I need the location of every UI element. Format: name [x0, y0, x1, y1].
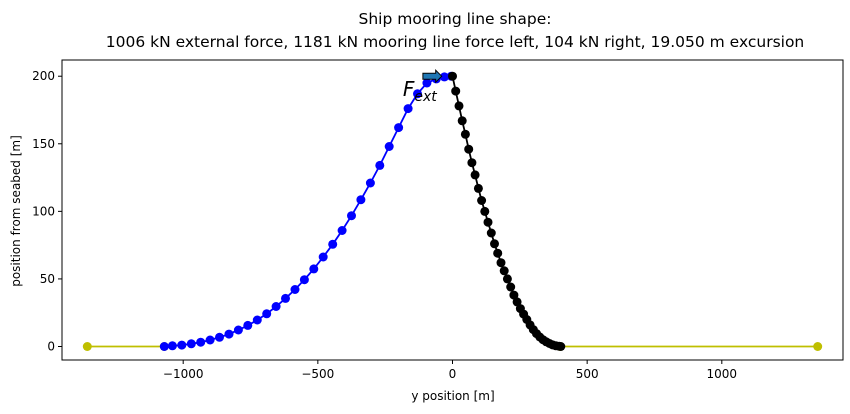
data-point [473, 183, 483, 193]
y-tick-label: 0 [47, 339, 55, 353]
data-point [252, 315, 262, 325]
data-point [281, 293, 290, 303]
y-tick-label: 50 [40, 272, 55, 286]
plot-area [82, 71, 823, 351]
data-point [477, 196, 487, 205]
data-point [512, 297, 522, 307]
data-point [502, 274, 512, 284]
data-point [460, 129, 470, 139]
data-point [262, 309, 272, 319]
data-point [413, 89, 422, 99]
data-point [196, 337, 206, 347]
data-point [177, 340, 187, 350]
data-point [467, 158, 477, 168]
data-point [394, 123, 404, 133]
x-tick-label: 1000 [707, 367, 738, 381]
data-point [375, 160, 385, 170]
data-point [205, 335, 215, 345]
data-point [480, 206, 490, 216]
data-point [356, 195, 366, 205]
x-tick-label: 500 [576, 367, 599, 381]
data-point [337, 226, 347, 235]
data-point [457, 116, 467, 126]
data-point [813, 342, 823, 351]
data-point [215, 332, 224, 342]
data-point [233, 325, 243, 335]
data-point [506, 282, 516, 292]
external-force-label: Fext [403, 77, 437, 105]
data-point [486, 228, 496, 238]
data-point [509, 290, 519, 300]
external-force-annotation: Fext [403, 68, 443, 105]
data-point [384, 142, 394, 151]
series-line [451, 76, 561, 348]
data-point [309, 264, 319, 274]
data-point [159, 342, 169, 351]
data-point [439, 72, 449, 82]
y-axis-ticks: 0 50 100 150 200 [32, 69, 62, 353]
data-point [328, 239, 338, 249]
data-point [299, 275, 309, 285]
data-point [470, 170, 480, 180]
data-point [318, 252, 328, 262]
data-point [347, 211, 356, 221]
data-point [422, 78, 432, 88]
data-point [499, 266, 509, 276]
external-force-arrow [422, 68, 443, 84]
chart-title: Ship mooring line shape: [359, 10, 552, 28]
x-tick-label: −1000 [163, 367, 204, 381]
x-tick-label: 0 [449, 367, 457, 381]
y-tick-label: 150 [32, 137, 55, 151]
series-mooring-line-right [448, 71, 566, 351]
y-tick-label: 200 [32, 69, 55, 83]
data-point [167, 341, 177, 351]
y-tick-label: 100 [32, 204, 55, 218]
data-point [82, 342, 92, 351]
data-point [464, 144, 474, 154]
data-point [451, 86, 461, 96]
data-point [290, 285, 300, 294]
chart-subtitle: 1006 kN external force, 1181 kN mooring … [106, 33, 805, 51]
axes-frame [61, 59, 844, 361]
data-point [556, 342, 566, 351]
x-axis-ticks: −1000 −500 0 500 1000 [163, 360, 737, 381]
y-axis-label: position from seabed [m] [9, 135, 23, 287]
data-point [490, 239, 499, 249]
data-point [496, 258, 506, 268]
series-anchor-line-right [555, 342, 823, 351]
data-point [448, 71, 457, 81]
data-point [483, 217, 493, 227]
series-line [164, 75, 452, 348]
data-point [186, 339, 196, 349]
data-point [403, 104, 413, 114]
x-tick-label: −500 [301, 367, 334, 381]
data-point [493, 248, 503, 258]
data-point [454, 101, 464, 111]
series-anchor-line-left [82, 342, 169, 351]
x-axis-label: y position [m] [411, 389, 494, 403]
data-point [243, 320, 253, 330]
data-point [365, 178, 375, 188]
data-point [271, 302, 281, 311]
series-mooring-line-left [159, 71, 456, 351]
data-point [224, 329, 234, 339]
